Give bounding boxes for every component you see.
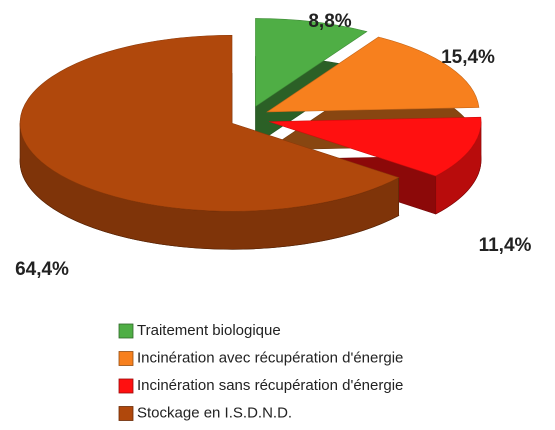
data-label: 15,4% <box>441 47 495 68</box>
data-label: 8,8% <box>308 11 351 32</box>
slice <box>255 18 368 108</box>
legend-swatch <box>118 378 134 394</box>
legend-swatch <box>118 351 134 366</box>
legend-label: Incinération avec récupération d'énergie <box>137 349 403 366</box>
data-label: 11,4% <box>479 235 532 256</box>
legend-swatch <box>118 323 134 339</box>
legend-label: Traitement biologique <box>137 322 281 339</box>
legend-label: Stockage en I.S.D.N.D. <box>137 404 292 421</box>
legend-label: Incinération sans récupération d'énergie <box>137 377 403 394</box>
slice <box>266 36 480 113</box>
slice <box>19 34 400 212</box>
data-label: 64,4% <box>15 259 69 280</box>
slice <box>268 116 482 177</box>
legend-swatch <box>118 406 134 421</box>
